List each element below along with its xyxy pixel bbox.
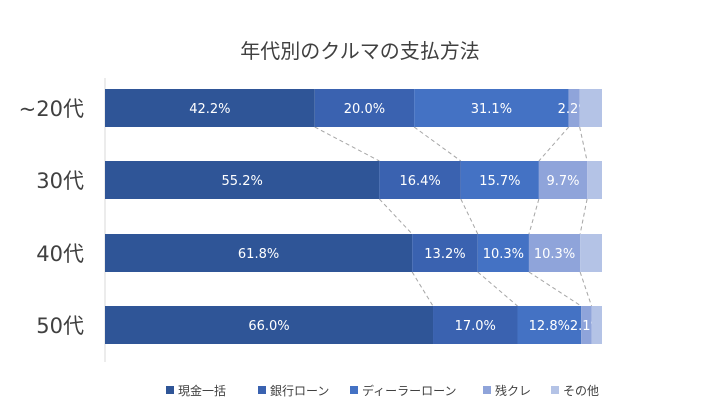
legend-item: その他 xyxy=(551,384,599,398)
bar-segment xyxy=(587,161,602,199)
series-lines xyxy=(314,126,593,307)
legend-item: ディーラーローン xyxy=(350,383,457,398)
legend-label: 銀行ローン xyxy=(270,384,329,398)
series-line xyxy=(411,271,434,307)
bar-segment xyxy=(460,161,539,199)
series-line xyxy=(528,198,540,235)
legend-item: 現金一括 xyxy=(166,383,226,398)
series-line xyxy=(413,126,462,162)
legend-item: 銀行ローン xyxy=(258,384,329,398)
data-label: 20.0% xyxy=(344,102,385,117)
category-label: 40代 xyxy=(36,242,84,266)
bar-segment xyxy=(517,306,582,344)
bar-segment xyxy=(433,306,518,344)
bar-segment xyxy=(105,161,380,199)
legend-swatch xyxy=(350,386,358,394)
series-line xyxy=(378,198,413,235)
bar-segment xyxy=(379,161,461,199)
legend-item: 残クレ xyxy=(483,384,531,398)
category-label: 50代 xyxy=(36,314,84,338)
data-label: 16.4% xyxy=(399,174,440,189)
chart-title: 年代別のクルマの支払方法 xyxy=(240,39,479,63)
bar-segment xyxy=(591,306,602,344)
bar-segment xyxy=(538,161,588,199)
bar-segment xyxy=(528,234,581,272)
series-line xyxy=(460,198,479,235)
data-label: 42.2% xyxy=(189,102,230,117)
data-label: 66.0% xyxy=(248,319,289,334)
bar-segment xyxy=(105,89,315,127)
bar-segment xyxy=(581,306,592,344)
legend: 現金一括 銀行ローン ディーラーローン 残クレ その他 xyxy=(166,383,599,398)
bar-segment xyxy=(568,89,580,127)
data-label: 10.3% xyxy=(483,247,524,262)
bars: 42.2% 20.0% 31.1% 2.2%55.2% 16.4% 15.7% 9.7%61… xyxy=(105,89,603,344)
data-label: 10.3% xyxy=(534,247,575,262)
legend-swatch xyxy=(166,386,174,394)
legend-label: ディーラーローン xyxy=(362,383,457,398)
bar-segment xyxy=(477,234,529,272)
category-labels: ~20代 30代 40代 50代 xyxy=(19,97,84,338)
series-line xyxy=(528,271,582,307)
bar-segment xyxy=(105,234,413,272)
legend-label: その他 xyxy=(563,384,599,398)
bar-segment xyxy=(314,89,415,127)
data-label: 13.2% xyxy=(424,247,465,262)
series-line xyxy=(314,126,380,162)
data-label: 9.7% xyxy=(546,174,579,189)
data-label: 61.8% xyxy=(238,247,279,262)
legend-swatch xyxy=(551,386,559,394)
category-label: ~20代 xyxy=(19,97,84,121)
data-label: 12.8% xyxy=(529,319,570,334)
category-label: 30代 xyxy=(36,169,84,193)
bar-segment xyxy=(414,89,569,127)
legend-label: 現金一括 xyxy=(178,383,226,398)
legend-swatch xyxy=(258,386,266,394)
data-label: 15.7% xyxy=(479,174,520,189)
series-line xyxy=(579,271,593,307)
series-line xyxy=(579,198,588,235)
series-line xyxy=(538,126,570,162)
bar-segment xyxy=(412,234,478,272)
series-line xyxy=(579,126,588,162)
bar-segment xyxy=(579,89,602,127)
series-line xyxy=(477,271,518,307)
legend-label: 残クレ xyxy=(495,384,531,398)
bar-segment xyxy=(105,306,434,344)
bar-segment xyxy=(580,234,602,272)
legend-swatch xyxy=(483,386,491,394)
data-label: 55.2% xyxy=(222,174,263,189)
data-label: 31.1% xyxy=(471,102,512,117)
data-label: 17.0% xyxy=(455,319,496,334)
